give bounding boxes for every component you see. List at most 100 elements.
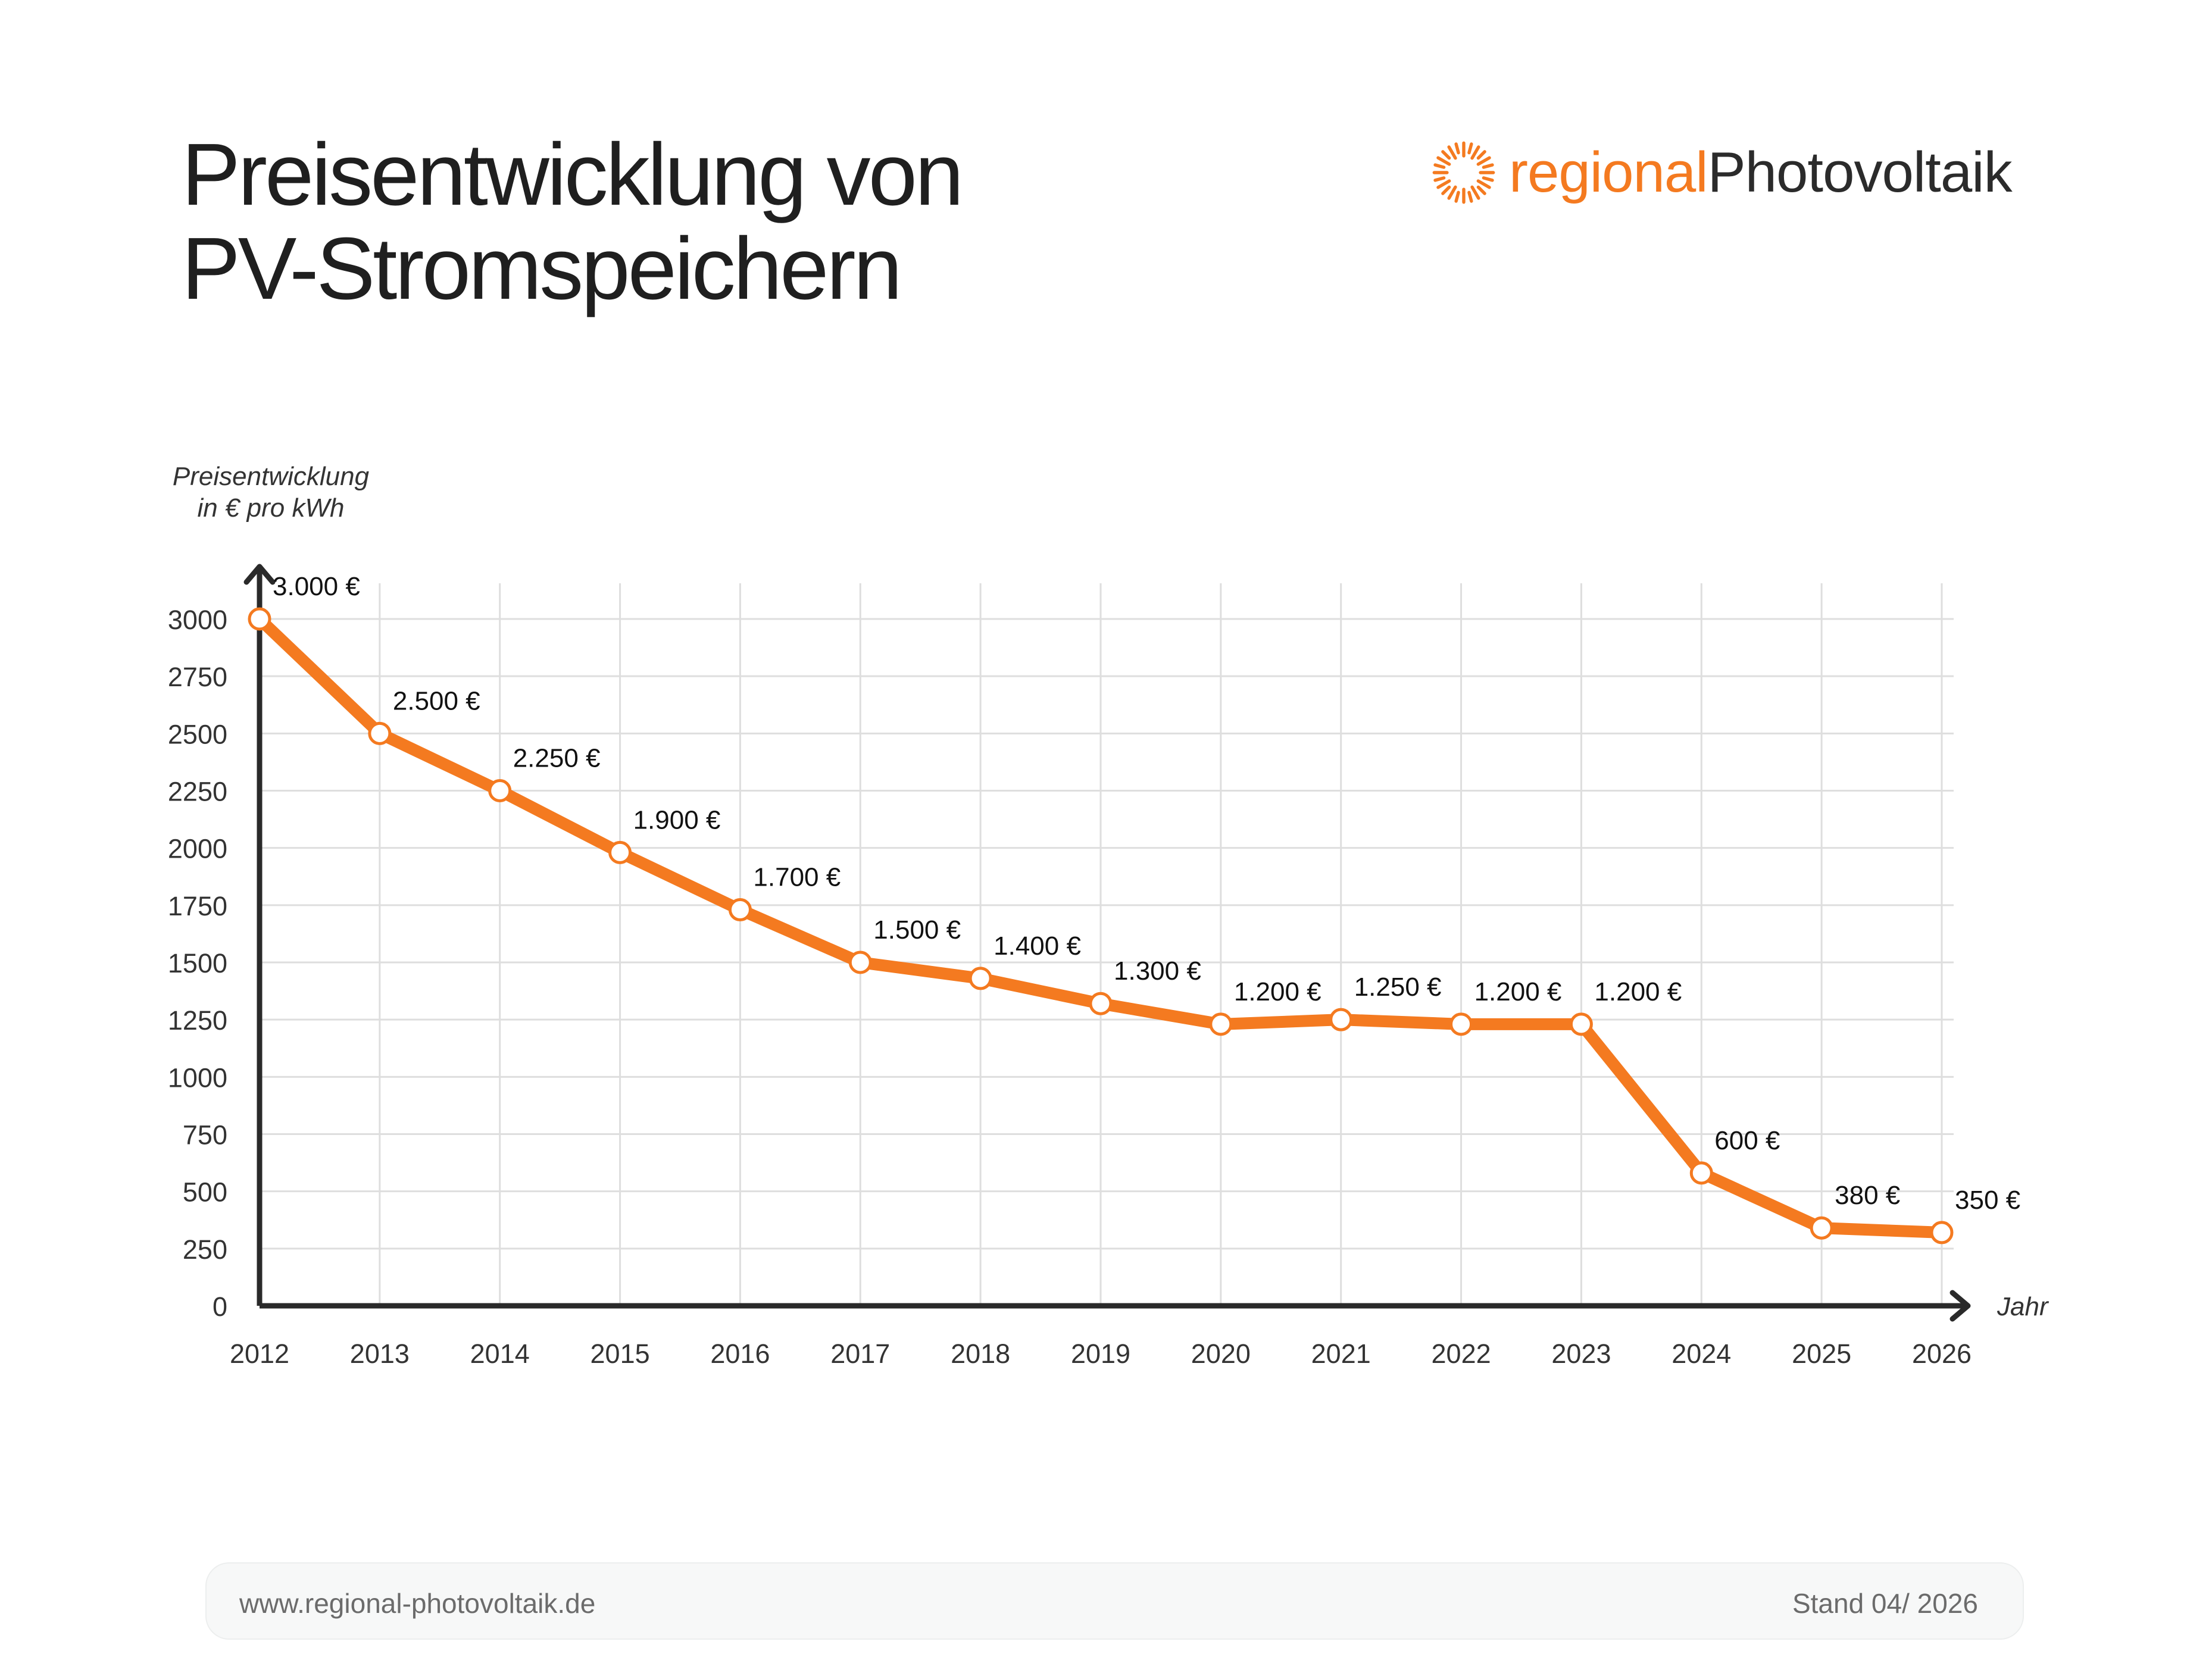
sun-ray [1476,150,1486,160]
x-tick-label: 2014 [470,1339,530,1369]
sun-ray [1467,142,1473,155]
y-tick-label: 0 [213,1292,227,1322]
data-label: 1.700 € [753,863,841,892]
sun-ray [1441,185,1451,195]
data-point [1089,992,1113,1015]
y-tick-label: 1750 [168,891,227,921]
sun-ray [1433,176,1446,182]
x-tick-label: 2019 [1071,1339,1130,1369]
sun-ray [1482,163,1494,169]
x-axis-title: Jahr [1997,1292,2049,1321]
y-tick-label: 500 [183,1177,227,1208]
sun-ray [1476,156,1491,166]
y-tick-label: 1500 [168,948,227,978]
data-label: 350 € [1955,1186,2020,1215]
data-point [608,840,632,864]
title-line-2: PV-Stromspeichern [182,220,902,318]
data-point [728,898,752,922]
y-tick-label: 1000 [168,1062,227,1093]
brand-logo: regionalPhotovoltaik [1432,140,2013,205]
y-tick-label: 750 [183,1120,227,1150]
sun-ray [1436,179,1451,189]
x-axis-arrow [1949,1290,1971,1322]
data-label: 1.200 € [1474,977,1562,1006]
x-tick-label: 2020 [1191,1339,1251,1369]
data-labels: 3.000 € 2.500 € 2.250 € 1.900 € 1.700 € 1.500… [273,572,2020,1215]
title-line-1: Preisentwicklung von [182,126,964,224]
data-point [368,721,392,745]
y-tick-label: 2750 [168,662,227,692]
x-tick-label: 2022 [1432,1339,1491,1369]
tick-labels: 0 250 500 750 1000 1250 1500 1750 2000 2250 2500 27… [168,605,1972,1369]
data-label: 600 € [1714,1126,1780,1155]
x-tick-label: 2015 [591,1339,650,1369]
x-tick-label: 2025 [1792,1339,1851,1369]
sun-ray [1454,142,1460,155]
data-point [968,967,992,990]
data-label: 1.250 € [1354,973,1442,1002]
data-label: 2.250 € [513,744,601,773]
y-axis-title-line-2: in € pro kWh [198,493,345,523]
price-line-chart: 0 250 500 750 1000 1250 1500 1750 2000 2250 2500 27… [168,462,2049,1369]
footer-stand: Stand 04/ 2026 [1792,1588,1978,1619]
data-label: 1.200 € [1594,977,1682,1006]
logo-wordmark: regionalPhotovoltaik [1509,140,2013,205]
sun-ray [1454,190,1460,203]
y-tick-label: 2000 [168,834,227,864]
logo-text-accent: regional [1509,140,1708,204]
x-tick-label: 2012 [230,1339,289,1369]
sun-rays-icon [1432,141,1495,204]
y-tick-label: 2250 [168,777,227,807]
x-tick-label: 2017 [830,1339,890,1369]
grid-lines [260,583,1954,1306]
y-tick-label: 1250 [168,1005,227,1036]
sun-ray [1476,179,1491,189]
y-tick-label: 2500 [168,719,227,749]
sun-ray [1447,145,1457,160]
data-label: 1.900 € [633,805,721,834]
footer-bar: www.regional-photovoltaik.de Stand 04/ 2… [205,1562,2024,1640]
y-axis-title-line-1: Preisentwicklung [173,462,370,491]
footer-url: www.regional-photovoltaik.de [239,1588,596,1619]
data-label: 1.500 € [873,915,961,945]
sun-ray [1476,185,1486,195]
x-tick-label: 2016 [710,1339,770,1369]
data-point [1209,1012,1233,1036]
sun-ray [1441,150,1451,160]
x-tick-label: 2024 [1672,1339,1731,1369]
sun-ray [1447,185,1457,200]
x-tick-label: 2023 [1551,1339,1611,1369]
data-point [1569,1012,1593,1036]
sun-ray [1433,163,1446,169]
x-tick-label: 2021 [1311,1339,1371,1369]
data-label: 2.500 € [393,686,480,715]
y-tick-label: 250 [183,1234,227,1265]
data-point [1689,1161,1713,1185]
y-tick-label: 3000 [168,605,227,635]
axes [243,564,1971,1322]
sun-ray [1436,156,1451,166]
logo-text-main: Photovoltaik [1707,140,2013,204]
data-point [1449,1012,1473,1036]
data-point [488,779,512,802]
x-tick-label: 2013 [350,1339,410,1369]
sun-ray [1482,176,1494,182]
data-point [848,950,872,974]
data-point [248,607,271,631]
sun-ray [1470,185,1480,200]
data-points [248,607,1954,1245]
data-point [1930,1221,1954,1245]
data-label: 1.300 € [1114,956,1201,986]
data-point [1329,1008,1353,1031]
data-label: 1.200 € [1234,977,1321,1006]
x-tick-label: 2026 [1912,1339,1972,1369]
sun-ray [1467,190,1473,203]
y-axis-arrow [243,564,276,585]
data-point [1810,1216,1833,1240]
sun-ray [1470,145,1480,160]
data-label: 380 € [1835,1181,1900,1210]
data-label: 1.400 € [993,931,1081,961]
x-tick-label: 2018 [951,1339,1010,1369]
data-label: 3.000 € [273,572,360,601]
